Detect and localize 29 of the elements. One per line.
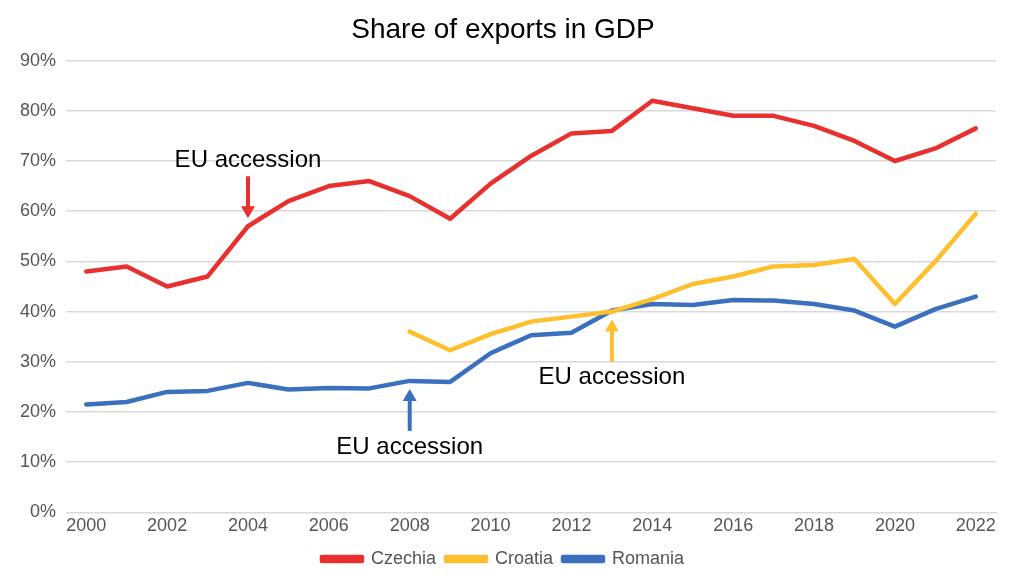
x-tick-label: 2000	[66, 515, 107, 536]
y-tick-label: 20%	[20, 400, 57, 421]
y-tick-label: 0%	[30, 501, 57, 522]
x-tick-label: 2014	[632, 515, 673, 536]
x-tick-label: 2022	[955, 515, 996, 536]
y-tick-label: 80%	[20, 99, 57, 120]
x-tick-label: 2018	[794, 515, 835, 536]
annotation: EU accession	[174, 144, 322, 172]
x-tick-label: 2012	[551, 515, 592, 536]
chart-title: Share of exports in GDP	[351, 12, 655, 44]
x-tick-label: 2016	[713, 515, 754, 536]
y-tick-label: 60%	[20, 200, 57, 221]
y-tick-label: 40%	[20, 300, 57, 321]
y-tick-label: 50%	[20, 250, 57, 271]
y-tick-label: 70%	[20, 149, 57, 170]
x-tick-label: 2010	[470, 515, 511, 536]
x-tick-label: 2020	[874, 515, 915, 536]
annotation: EU accession	[336, 431, 484, 459]
legend-label: Czechia	[370, 547, 437, 568]
y-tick-label: 30%	[20, 350, 57, 371]
x-tick-label: 2002	[147, 515, 188, 536]
y-tick-label: 90%	[20, 49, 57, 70]
y-tick-label: 10%	[20, 451, 57, 472]
x-tick-label: 2004	[227, 515, 268, 536]
x-tick-label: 2008	[389, 515, 430, 536]
x-tick-label: 2006	[308, 515, 349, 536]
legend-label: Romania	[612, 547, 686, 568]
legend-label: Croatia	[494, 547, 554, 568]
annotation: EU accession	[538, 362, 686, 390]
